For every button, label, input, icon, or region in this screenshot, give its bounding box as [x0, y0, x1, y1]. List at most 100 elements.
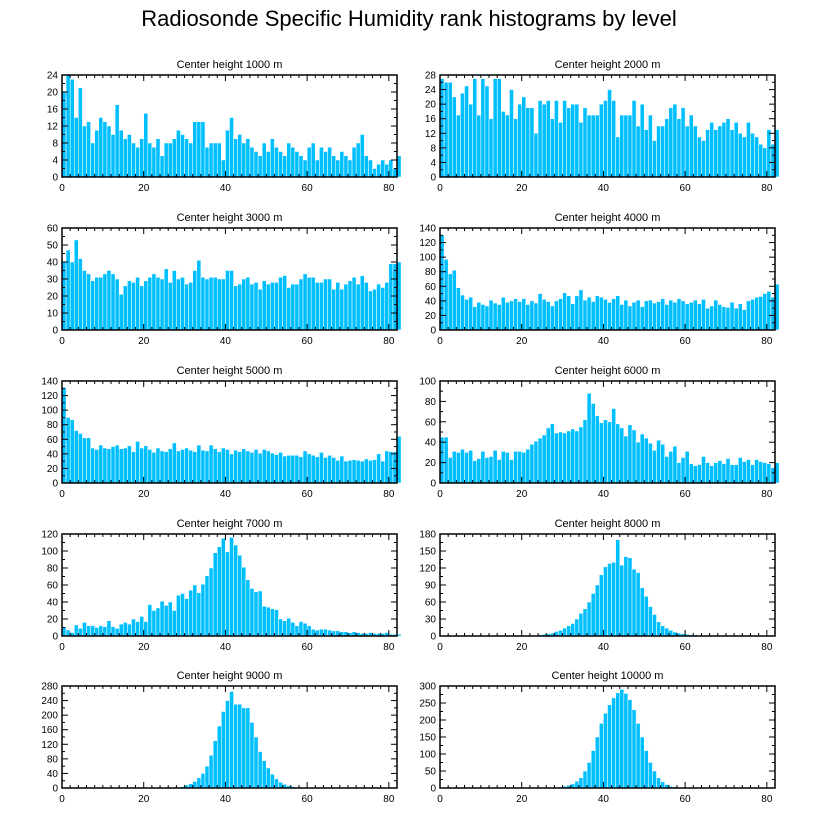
- histogram-bar: [188, 282, 193, 331]
- histogram-bar: [644, 300, 649, 331]
- histogram-bar: [151, 610, 157, 637]
- histogram-bar: [648, 606, 653, 637]
- histogram-bar: [476, 458, 482, 484]
- panel-title: Center height 6000 m: [555, 365, 661, 377]
- histogram-bar: [327, 147, 332, 178]
- histogram-bar: [464, 299, 469, 331]
- histogram-bar: [78, 628, 83, 637]
- histogram-bar: [335, 159, 341, 178]
- histogram-bar: [351, 277, 357, 331]
- histogram-bar: [590, 114, 596, 178]
- histogram-bar: [65, 417, 71, 484]
- histogram-bar: [644, 437, 649, 484]
- histogram-bar: [460, 449, 465, 484]
- histogram-bar: [216, 725, 222, 789]
- histogram-bar: [315, 282, 320, 331]
- histogram-bar: [635, 299, 641, 331]
- histogram-bar: [697, 303, 702, 331]
- histogram-bar: [476, 302, 482, 331]
- y-tick-label: 200: [41, 711, 58, 722]
- histogram-bar: [98, 444, 104, 484]
- x-tick-label: 40: [220, 183, 232, 194]
- histogram-bar: [310, 455, 316, 484]
- histogram-bar: [509, 459, 514, 484]
- histogram-bar: [319, 282, 324, 331]
- y-tick-label: 40: [47, 769, 59, 780]
- histogram-bar: [347, 159, 353, 178]
- histogram-bar: [192, 121, 198, 178]
- y-tick-label: 180: [419, 530, 436, 541]
- histogram-bar: [472, 306, 478, 331]
- panel-10: Center height 10000 m 0 20 40 60 80 0 50 100 150 2…: [419, 670, 776, 805]
- histogram-bar: [69, 79, 75, 178]
- histogram-bar: [221, 447, 226, 484]
- histogram-bar: [253, 151, 259, 178]
- histogram-bar: [212, 740, 218, 789]
- histogram-bar: [123, 285, 128, 331]
- histogram-bar: [594, 415, 600, 484]
- histogram-bar: [159, 155, 165, 178]
- histogram-bar: [615, 295, 621, 331]
- y-tick-label: 12: [47, 122, 59, 133]
- histogram-bar: [274, 282, 279, 331]
- histogram-bar: [627, 699, 633, 789]
- x-tick-label: 0: [437, 642, 443, 653]
- y-tick-label: 60: [425, 417, 437, 428]
- histogram-bar: [607, 704, 612, 789]
- histogram-bar: [131, 451, 136, 484]
- histogram-bar: [225, 551, 230, 637]
- panel-title: Center height 5000 m: [177, 365, 283, 377]
- histogram-bar: [90, 142, 95, 178]
- histogram-bar: [603, 299, 608, 331]
- panel-6: Center height 6000 m 0 20 40 60 80 0 20 40 60 80 10…: [419, 365, 780, 500]
- histogram-bar: [631, 100, 637, 178]
- histogram-bar: [274, 609, 279, 637]
- histogram-bar: [233, 285, 238, 331]
- histogram-bar: [525, 107, 531, 178]
- histogram-bar: [323, 151, 328, 178]
- histogram-bar: [253, 591, 259, 637]
- y-tick-label: 150: [419, 733, 436, 744]
- panel-4: Center height 4000 m 0 20 40 60 80 0 20 40 60 80 10…: [419, 212, 780, 347]
- histogram-bar: [249, 147, 255, 178]
- histogram-bar: [90, 447, 95, 484]
- y-tick-label: 24: [425, 85, 437, 96]
- y-tick-label: 100: [419, 750, 436, 761]
- histogram-bar: [554, 100, 559, 178]
- histogram-bar: [359, 134, 365, 178]
- histogram-bar: [652, 450, 657, 484]
- histogram-bar: [86, 121, 91, 178]
- x-tick-label: 20: [138, 642, 150, 653]
- histogram-bar: [488, 299, 494, 331]
- histogram-bar: [582, 419, 588, 484]
- histogram-bar: [737, 457, 743, 484]
- histogram-bar: [212, 277, 218, 331]
- histogram-bar: [139, 447, 144, 484]
- x-tick-label: 40: [220, 336, 232, 347]
- histogram-bar: [180, 593, 185, 637]
- histogram-bar: [590, 750, 596, 789]
- histogram-bar: [521, 452, 527, 484]
- histogram-bar: [615, 692, 621, 789]
- histogram-bar: [384, 450, 390, 484]
- histogram-bar: [464, 452, 469, 484]
- histogram-bar: [74, 117, 79, 178]
- histogram-bar: [118, 294, 124, 331]
- histogram-bar: [631, 709, 637, 789]
- histogram-bar: [639, 306, 645, 331]
- histogram-bar: [204, 278, 210, 331]
- histogram-bar: [631, 568, 637, 637]
- histogram-bar: [517, 451, 522, 484]
- histogram-bar: [180, 277, 185, 331]
- histogram-bar: [355, 460, 361, 484]
- histogram-bar: [331, 288, 336, 331]
- histogram-bar: [241, 448, 247, 484]
- histogram-bar: [151, 452, 157, 484]
- histogram-bar: [135, 277, 140, 331]
- histogram-bar: [603, 419, 608, 484]
- histogram-bar: [261, 142, 267, 178]
- histogram-bar: [709, 122, 714, 178]
- histogram-bar: [196, 260, 202, 331]
- histogram-bar: [302, 623, 308, 637]
- histogram-bar: [343, 155, 349, 178]
